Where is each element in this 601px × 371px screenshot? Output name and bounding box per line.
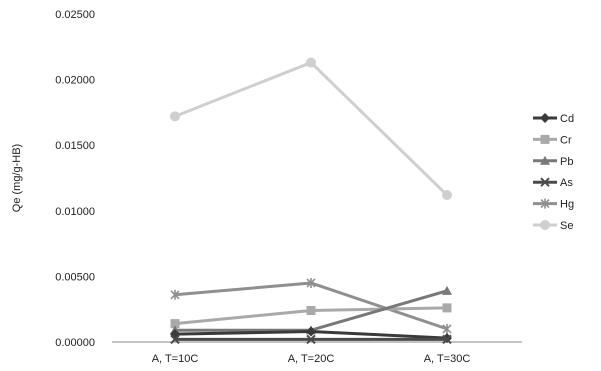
y-axis-title: Qe (mg/g-HB) (11, 144, 23, 212)
data-point (170, 319, 180, 329)
data-point (170, 334, 180, 345)
legend-item-cr: Cr (533, 134, 572, 146)
series-as (170, 334, 452, 345)
x-tick-label: A, T=20C (288, 353, 335, 365)
y-tick-label: 0.01000 (55, 206, 95, 218)
data-point (306, 277, 316, 288)
series-cr (170, 303, 452, 329)
data-point (442, 303, 452, 313)
data-point (170, 111, 180, 122)
legend-label: Cd (560, 113, 574, 125)
legend-item-as: As (533, 177, 573, 189)
legend-marker (540, 198, 550, 209)
data-point (306, 326, 316, 337)
y-tick-label: 0.00000 (55, 337, 95, 349)
legend-item-pb: Pb (533, 155, 573, 168)
legend-marker (540, 220, 550, 230)
data-point (442, 190, 452, 201)
legend-label: Hg (560, 199, 574, 211)
legend-label: Cr (560, 134, 572, 146)
series-layer (170, 57, 452, 345)
x-tick-label: A, T=10C (152, 353, 199, 365)
data-point (306, 306, 316, 316)
data-point (442, 323, 452, 334)
legend-marker (540, 113, 550, 123)
legend-marker (540, 155, 550, 165)
legend-item-hg: Hg (533, 198, 574, 211)
data-point (442, 285, 452, 295)
y-tick-label: 0.02000 (55, 75, 95, 87)
y-tick-label: 0.02500 (55, 9, 95, 21)
legend-marker (540, 134, 550, 144)
legend-label: As (560, 177, 573, 189)
legend-item-se: Se (533, 220, 573, 232)
legend: Cd Cr Pb As Hg Se (533, 113, 574, 232)
data-point (170, 289, 180, 300)
series-hg (170, 277, 452, 334)
legend-marker (540, 177, 550, 187)
data-point (306, 57, 316, 68)
legend-item-cd: Cd (533, 113, 574, 125)
data-point (306, 334, 316, 345)
y-tick-label: 0.00500 (55, 271, 95, 283)
series-line (174, 281, 448, 331)
data-point (442, 334, 452, 345)
x-tick-label: A, T=30C (424, 353, 471, 365)
y-axis: 0.00000 0.00500 0.01000 0.01500 0.02000 0.025… (55, 9, 95, 349)
y-tick-label: 0.01500 (55, 140, 95, 152)
series-line (174, 61, 449, 197)
legend-label: Pb (560, 156, 573, 168)
legend-label: Se (560, 220, 573, 232)
x-axis: A, T=10C A, T=20C A, T=30C (112, 341, 522, 365)
series-se (170, 57, 452, 201)
